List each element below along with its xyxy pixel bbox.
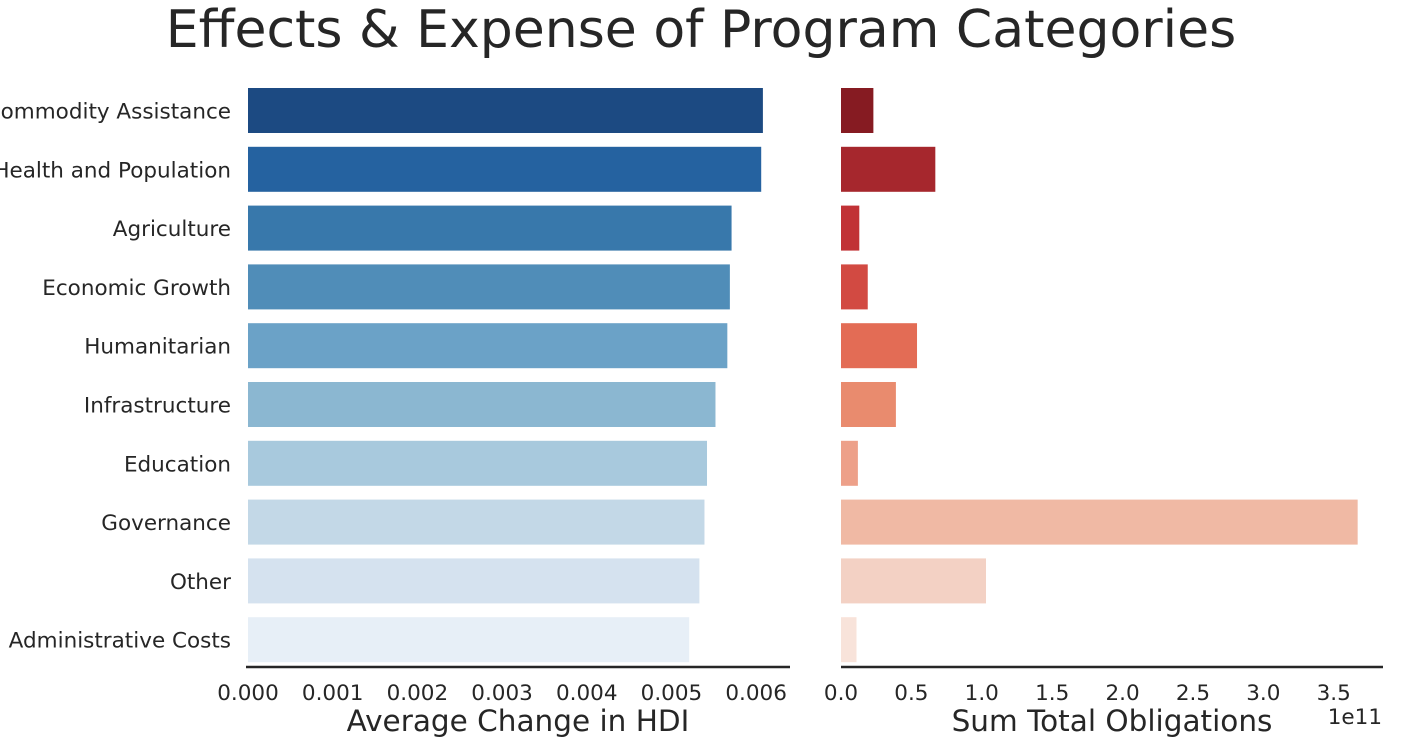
- x-tick-label: 0.003: [471, 681, 533, 706]
- chart-title: Effects & Expense of Program Categories: [165, 0, 1237, 60]
- category-label: Agriculture: [113, 217, 231, 242]
- x-tick-label: 0.000: [217, 681, 279, 706]
- x-tick-label: 0.5: [894, 681, 928, 706]
- x-tick-label: 2.0: [1105, 681, 1139, 706]
- bar-obligations-education: [841, 440, 858, 486]
- category-label: Humanitarian: [84, 335, 231, 360]
- bar-hdi-humanitarian: [248, 323, 728, 369]
- category-label: Education: [124, 452, 231, 477]
- bar-obligations-commodity-assistance: [841, 88, 874, 133]
- bar-hdi-other: [248, 558, 700, 604]
- x-tick-label: 1.5: [1035, 681, 1069, 706]
- right-panel-obligations: 0.0 0.5 1.0 1.5 2.0 2.5 3.0 3.5 Sum Total Obliga…: [824, 88, 1383, 738]
- x-tick-label: 0.0: [824, 681, 858, 706]
- bar-hdi-commodity-assistance: [248, 88, 763, 133]
- x-axis-title: Sum Total Obligations: [952, 704, 1273, 738]
- category-label: Administrative Costs: [9, 629, 231, 654]
- x-tick-label: 0.002: [387, 681, 449, 706]
- bar-hdi-agriculture: [248, 205, 732, 251]
- category-label: Governance: [101, 511, 231, 536]
- x-tick-label: 3.0: [1246, 681, 1280, 706]
- x-tick-label: 0.006: [725, 681, 787, 706]
- bar-hdi-infrastructure: [248, 382, 716, 427]
- bar-obligations-agriculture: [841, 205, 860, 251]
- bar-hdi-education: [248, 440, 708, 486]
- x-tick-label: 3.5: [1317, 681, 1351, 706]
- category-label: Other: [170, 570, 231, 595]
- category-label: Health and Population: [0, 158, 231, 183]
- bar-obligations-economic-growth: [841, 264, 868, 310]
- category-label: Infrastructure: [84, 394, 231, 419]
- category-label: Commodity Assistance: [0, 100, 231, 125]
- bar-obligations-health-and-population: [841, 146, 936, 192]
- x-tick-label: 0.005: [641, 681, 703, 706]
- bar-obligations-governance: [841, 499, 1358, 545]
- x-axis-offset-label: 1e11: [1328, 705, 1382, 730]
- x-tick-label: 0.004: [556, 681, 618, 706]
- left-panel-hdi: Commodity Assistance Health and Populatio…: [0, 88, 790, 738]
- x-axis-title: Average Change in HDI: [347, 704, 690, 738]
- bar-hdi-health-and-population: [248, 146, 762, 192]
- category-label: Economic Growth: [42, 276, 231, 301]
- bar-obligations-other: [841, 558, 987, 604]
- x-tick-label: 2.5: [1176, 681, 1210, 706]
- bar-obligations-humanitarian: [841, 323, 918, 369]
- bar-obligations-infrastructure: [841, 382, 896, 427]
- x-tick-label: 1.0: [965, 681, 999, 706]
- bar-hdi-economic-growth: [248, 264, 730, 310]
- bar-hdi-governance: [248, 499, 705, 545]
- bar-obligations-administrative-costs: [841, 617, 857, 663]
- x-tick-label: 0.001: [302, 681, 364, 706]
- bar-hdi-administrative-costs: [248, 617, 690, 663]
